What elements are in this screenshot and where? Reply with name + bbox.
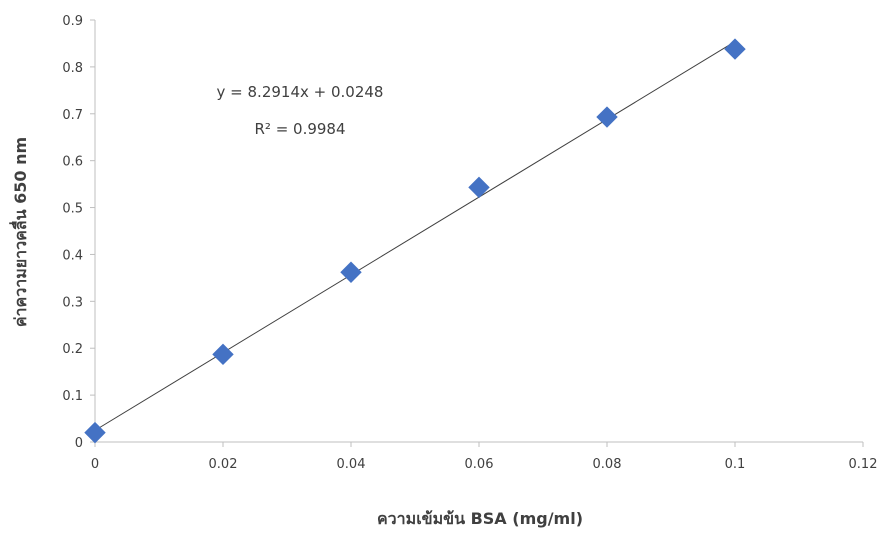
x-axis-title: ความเข้มข้น BSA (mg/ml) — [377, 509, 583, 528]
axes: 0 0.1 0.2 0.3 0.4 0.5 0.6 0.7 0.8 0.9 0 0.02 0.04 0.0… — [62, 14, 877, 472]
data-point-diamond — [212, 343, 234, 366]
x-tick-label: 0 — [91, 457, 99, 472]
x-tick-label: 0.02 — [209, 457, 238, 472]
x-tick-label: 0.12 — [849, 457, 878, 472]
y-tick-label: 0.3 — [62, 295, 83, 310]
x-tick-label: 0.1 — [725, 457, 746, 472]
trendline-group — [94, 41, 736, 431]
y-tick-label: 0.7 — [62, 108, 83, 123]
y-tick-label: 0.6 — [62, 155, 83, 170]
y-tick-label: 0.5 — [62, 202, 83, 217]
data-point-diamond — [724, 38, 746, 60]
y-tick-label: 0.1 — [62, 389, 83, 404]
trendline-equation: y = 8.2914x + 0.0248 — [217, 83, 384, 101]
y-tick-label: 0.2 — [62, 342, 83, 357]
y-tick-label: 0.9 — [62, 14, 83, 29]
data-point-diamond — [84, 421, 106, 444]
y-tick-label: 0.8 — [62, 61, 83, 76]
x-tick-label: 0.04 — [337, 457, 366, 472]
data-point-diamond — [468, 176, 490, 199]
data-point-diamond — [596, 106, 618, 128]
trendline — [94, 41, 736, 431]
r-squared-label: R² = 0.9984 — [254, 120, 345, 138]
data-points — [84, 38, 746, 444]
data-point-diamond — [340, 261, 362, 283]
x-tick-label: 0.06 — [465, 457, 494, 472]
y-axis-title: ค่าความยาวคลื่น 650 nm — [9, 137, 30, 327]
x-tick-label: 0.08 — [593, 457, 622, 472]
y-tick-label: 0.4 — [62, 248, 83, 263]
y-tick-label: 0 — [75, 436, 83, 451]
